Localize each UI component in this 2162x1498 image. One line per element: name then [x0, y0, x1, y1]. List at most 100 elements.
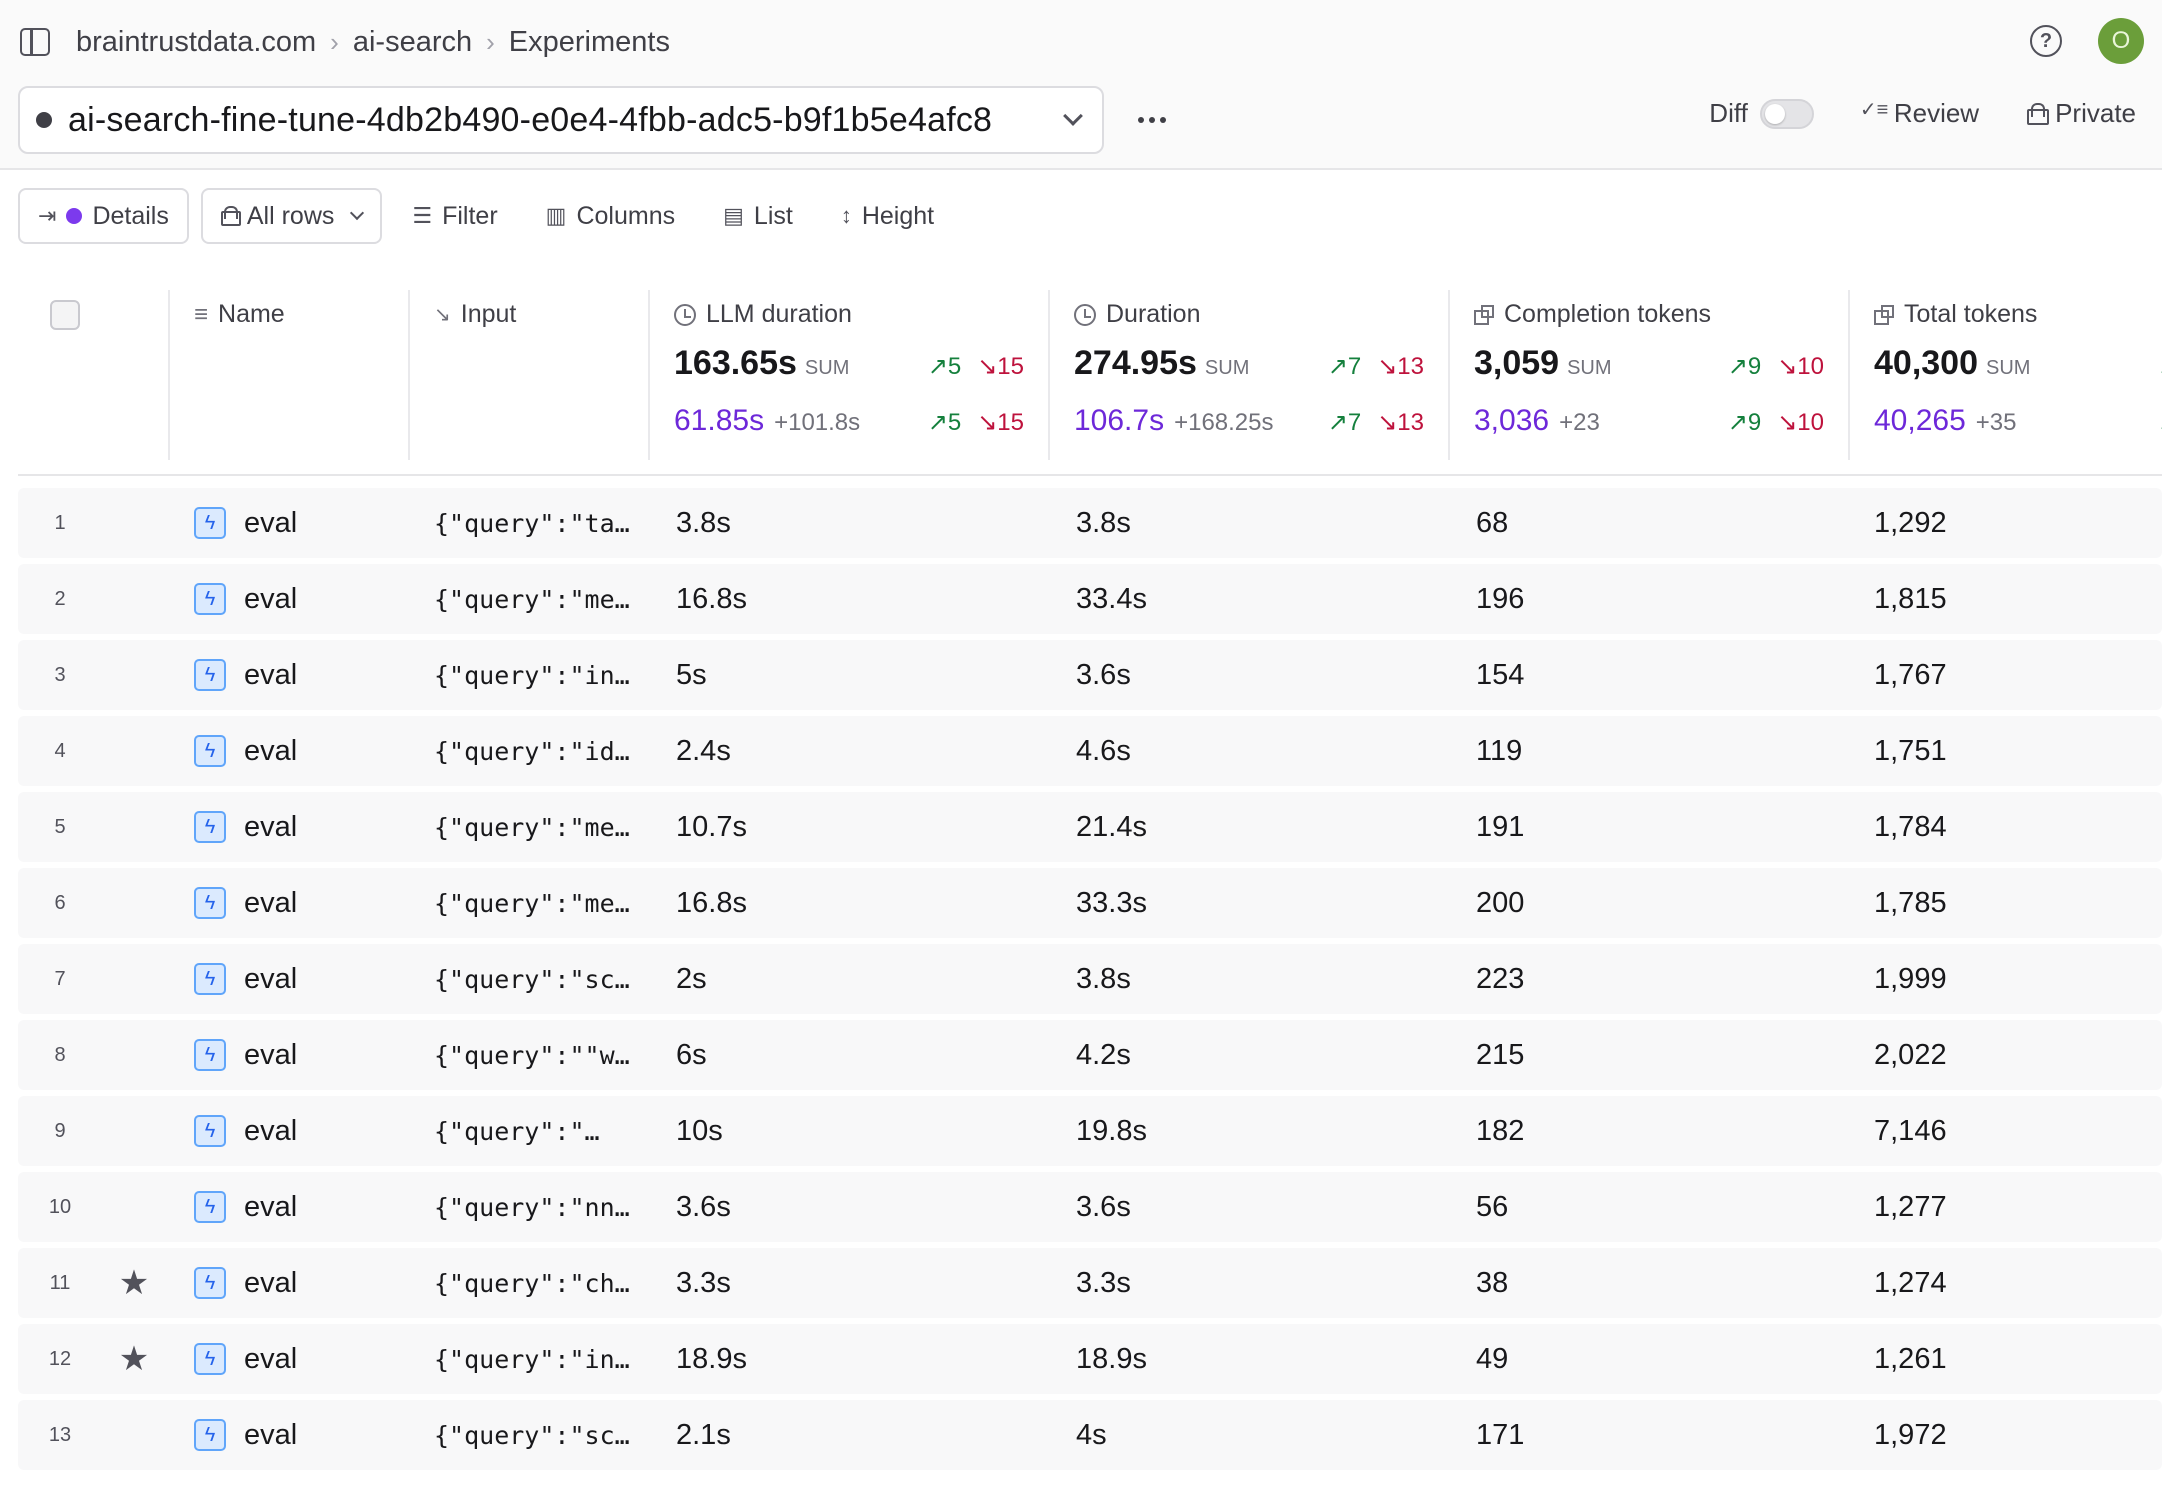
completion-tokens-column-header[interactable]: Completion tokens 3,059 SUM ↗9 ↘10 3,036…: [1450, 290, 1850, 460]
total-tokens-cell: 1,261: [1874, 1342, 1947, 1375]
name-cell: ϟ eval: [194, 488, 297, 558]
table-row[interactable]: 8 ϟ eval {"query":""w… 6s 4.2s 215 2,022: [18, 1020, 2162, 1090]
filter-icon: ☰: [412, 203, 433, 228]
improvement-count[interactable]: ↗: [2158, 408, 2162, 437]
star-icon[interactable]: ★: [118, 1264, 150, 1302]
private-button[interactable]: Private: [2027, 98, 2136, 129]
completion-tokens-compare-badges: ↗9 ↘10: [1728, 408, 1824, 437]
improvement-count[interactable]: ↗7: [1327, 409, 1362, 436]
improvement-count[interactable]: ↗9: [1727, 409, 1762, 436]
filter-label: Filter: [442, 201, 498, 230]
star-icon[interactable]: ★: [118, 1340, 150, 1378]
avatar[interactable]: O: [2098, 18, 2144, 64]
details-button[interactable]: ⇥ Details: [18, 188, 189, 244]
duration-compare-badges: ↗7 ↘13: [1328, 408, 1424, 437]
table-row[interactable]: 13 ϟ eval {"query":"sc… 2.1s 4s 171 1,97…: [18, 1400, 2162, 1470]
input-cell: {"query":"ta…: [434, 508, 630, 538]
table-row[interactable]: 5 ϟ eval {"query":"me… 10.7s 21.4s 191 1…: [18, 792, 2162, 862]
total-tokens-column-header[interactable]: Total tokens 40,300 SUM ↗ 40,265 +35 ↗: [1850, 290, 2162, 460]
input-column-header[interactable]: ↘ Input: [410, 290, 650, 460]
total-tokens-cell: 1,815: [1874, 582, 1947, 615]
input-cell: {"query":"…: [434, 1116, 600, 1146]
select-all-checkbox[interactable]: [50, 300, 80, 330]
star-icon: [116, 716, 152, 786]
total-tokens-delta: +35: [1975, 409, 2017, 436]
table-row[interactable]: 11 ★ ϟ eval {"query":"ch… 3.3s 3.3s 38 1…: [18, 1248, 2162, 1318]
llm-duration-cell: 2s: [676, 962, 707, 995]
table-row[interactable]: 12 ★ ϟ eval {"query":"in… 18.9s 18.9s 49…: [18, 1324, 2162, 1394]
table-row[interactable]: 4 ϟ eval {"query":"id… 2.4s 4.6s 119 1,7…: [18, 716, 2162, 786]
llm-duration-column-header[interactable]: LLM duration 163.65s SUM ↗5 ↘15 61.85s +…: [650, 290, 1050, 460]
table-row[interactable]: 9 ϟ eval {"query":"… 10s 19.8s 182 7,146: [18, 1096, 2162, 1166]
regression-count[interactable]: ↘15: [977, 409, 1024, 436]
total-tokens-sum: 40,300: [1874, 344, 1978, 382]
rows-filter-label: All rows: [246, 201, 335, 230]
name-cell: ϟ eval: [194, 640, 297, 710]
name-column-header[interactable]: ≡ Name: [170, 290, 410, 460]
regression-count[interactable]: ↘15: [977, 353, 1024, 380]
llm-duration-compare: 61.85s: [674, 404, 765, 437]
row-number: 2: [54, 587, 66, 610]
review-button[interactable]: Review: [1860, 97, 1979, 129]
row-name: eval: [244, 1266, 298, 1299]
regression-count[interactable]: ↘10: [1777, 353, 1824, 380]
duration-column-header[interactable]: Duration 274.95s SUM ↗7 ↘13 106.7s +168.…: [1050, 290, 1450, 460]
breadcrumb-page[interactable]: Experiments: [508, 25, 670, 58]
tokens-icon: [1874, 304, 1894, 325]
table-row[interactable]: 10 ϟ eval {"query":"nn… 3.6s 3.6s 56 1,2…: [18, 1172, 2162, 1242]
experiment-selector[interactable]: ai-search-fine-tune-4db2b490-e0e4-4fbb-a…: [18, 86, 1104, 154]
total-tokens-header-title: Total tokens: [1874, 300, 2037, 329]
star-icon: [116, 1172, 152, 1242]
sum-label: SUM: [1204, 357, 1250, 379]
lightning-icon: ϟ: [194, 507, 226, 539]
llm-duration-cell: 3.8s: [676, 506, 731, 539]
completion-tokens-label: Completion tokens: [1504, 300, 1712, 328]
improvement-count[interactable]: ↗9: [1727, 353, 1762, 380]
breadcrumb-org[interactable]: braintrustdata.com: [76, 25, 317, 58]
list-button[interactable]: ▤ List: [705, 188, 811, 244]
columns-icon: ▥: [545, 203, 567, 228]
regression-count[interactable]: ↘13: [1377, 409, 1424, 436]
table-row[interactable]: 2 ϟ eval {"query":"me… 16.8s 33.4s 196 1…: [18, 564, 2162, 634]
breadcrumb-project[interactable]: ai-search: [352, 25, 473, 58]
row-name: eval: [244, 734, 298, 767]
improvement-count[interactable]: ↗: [2158, 352, 2162, 381]
duration-cell: 33.4s: [1076, 582, 1147, 615]
table-row[interactable]: 1 ϟ eval {"query":"ta… 3.8s 3.8s 68 1,29…: [18, 488, 2162, 558]
table-row[interactable]: 3 ϟ eval {"query":"in… 5s 3.6s 154 1,767: [18, 640, 2162, 710]
input-cell: {"query":"in…: [434, 1344, 630, 1374]
total-tokens-cell: 1,751: [1874, 734, 1947, 767]
details-label: Details: [92, 201, 169, 230]
row-number: 9: [54, 1119, 66, 1142]
review-list-icon: [1860, 97, 1888, 123]
regression-count[interactable]: ↘10: [1777, 409, 1824, 436]
filter-button[interactable]: ☰ Filter: [394, 188, 515, 244]
improvement-count[interactable]: ↗7: [1327, 353, 1362, 380]
more-options-icon[interactable]: [1132, 102, 1172, 138]
lightning-icon: ϟ: [194, 1419, 226, 1451]
diff-toggle[interactable]: [1759, 98, 1814, 129]
improvement-count[interactable]: ↗5: [927, 353, 962, 380]
regression-count[interactable]: ↘13: [1377, 353, 1424, 380]
llm-duration-label: LLM duration: [706, 300, 852, 328]
llm-duration-badges: ↗5 ↘15: [928, 352, 1024, 381]
row-number: 13: [48, 1423, 72, 1446]
duration-cell: 3.6s: [1076, 658, 1131, 691]
help-icon[interactable]: ?: [2030, 25, 2062, 57]
total-tokens-cell: 1,784: [1874, 810, 1947, 843]
sidebar-toggle-icon[interactable]: [20, 28, 50, 56]
table-row[interactable]: 6 ϟ eval {"query":"me… 16.8s 33.3s 200 1…: [18, 868, 2162, 938]
height-button[interactable]: ↕ Height: [823, 188, 952, 244]
input-header-title: ↘ Input: [434, 300, 516, 329]
total-tokens-cell: 1,972: [1874, 1418, 1947, 1451]
duration-label: Duration: [1106, 300, 1201, 328]
lightning-icon: ϟ: [194, 1343, 226, 1375]
table-row[interactable]: 7 ϟ eval {"query":"sc… 2s 3.8s 223 1,999: [18, 944, 2162, 1014]
name-header-title: ≡ Name: [194, 300, 285, 329]
input-cell: {"query":""w…: [434, 1040, 630, 1070]
columns-button[interactable]: ▥ Columns: [528, 188, 693, 244]
llm-duration-cell: 10.7s: [676, 810, 747, 843]
rows-filter-select[interactable]: All rows: [200, 188, 383, 244]
llm-duration-cell: 2.1s: [676, 1418, 731, 1451]
improvement-count[interactable]: ↗5: [927, 409, 962, 436]
